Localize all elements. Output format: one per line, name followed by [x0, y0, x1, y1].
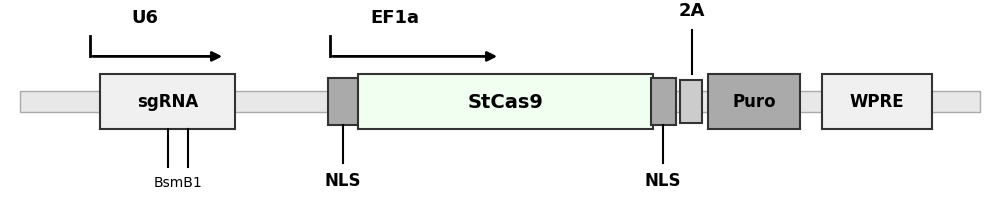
FancyBboxPatch shape: [822, 74, 932, 130]
FancyBboxPatch shape: [708, 74, 800, 130]
FancyBboxPatch shape: [100, 74, 235, 130]
FancyBboxPatch shape: [651, 79, 676, 125]
FancyBboxPatch shape: [20, 92, 980, 112]
FancyBboxPatch shape: [328, 79, 358, 125]
Text: StCas9: StCas9: [468, 93, 543, 111]
Text: EF1a: EF1a: [370, 9, 420, 27]
Text: BsmB1: BsmB1: [154, 175, 202, 189]
FancyBboxPatch shape: [358, 74, 653, 130]
FancyBboxPatch shape: [680, 81, 702, 123]
Text: Puro: Puro: [732, 93, 776, 111]
Text: sgRNA: sgRNA: [137, 93, 198, 111]
Text: WPRE: WPRE: [850, 93, 904, 111]
Text: 2A: 2A: [679, 2, 705, 20]
Text: U6: U6: [132, 9, 158, 27]
Text: NLS: NLS: [645, 171, 681, 189]
Text: NLS: NLS: [325, 171, 361, 189]
